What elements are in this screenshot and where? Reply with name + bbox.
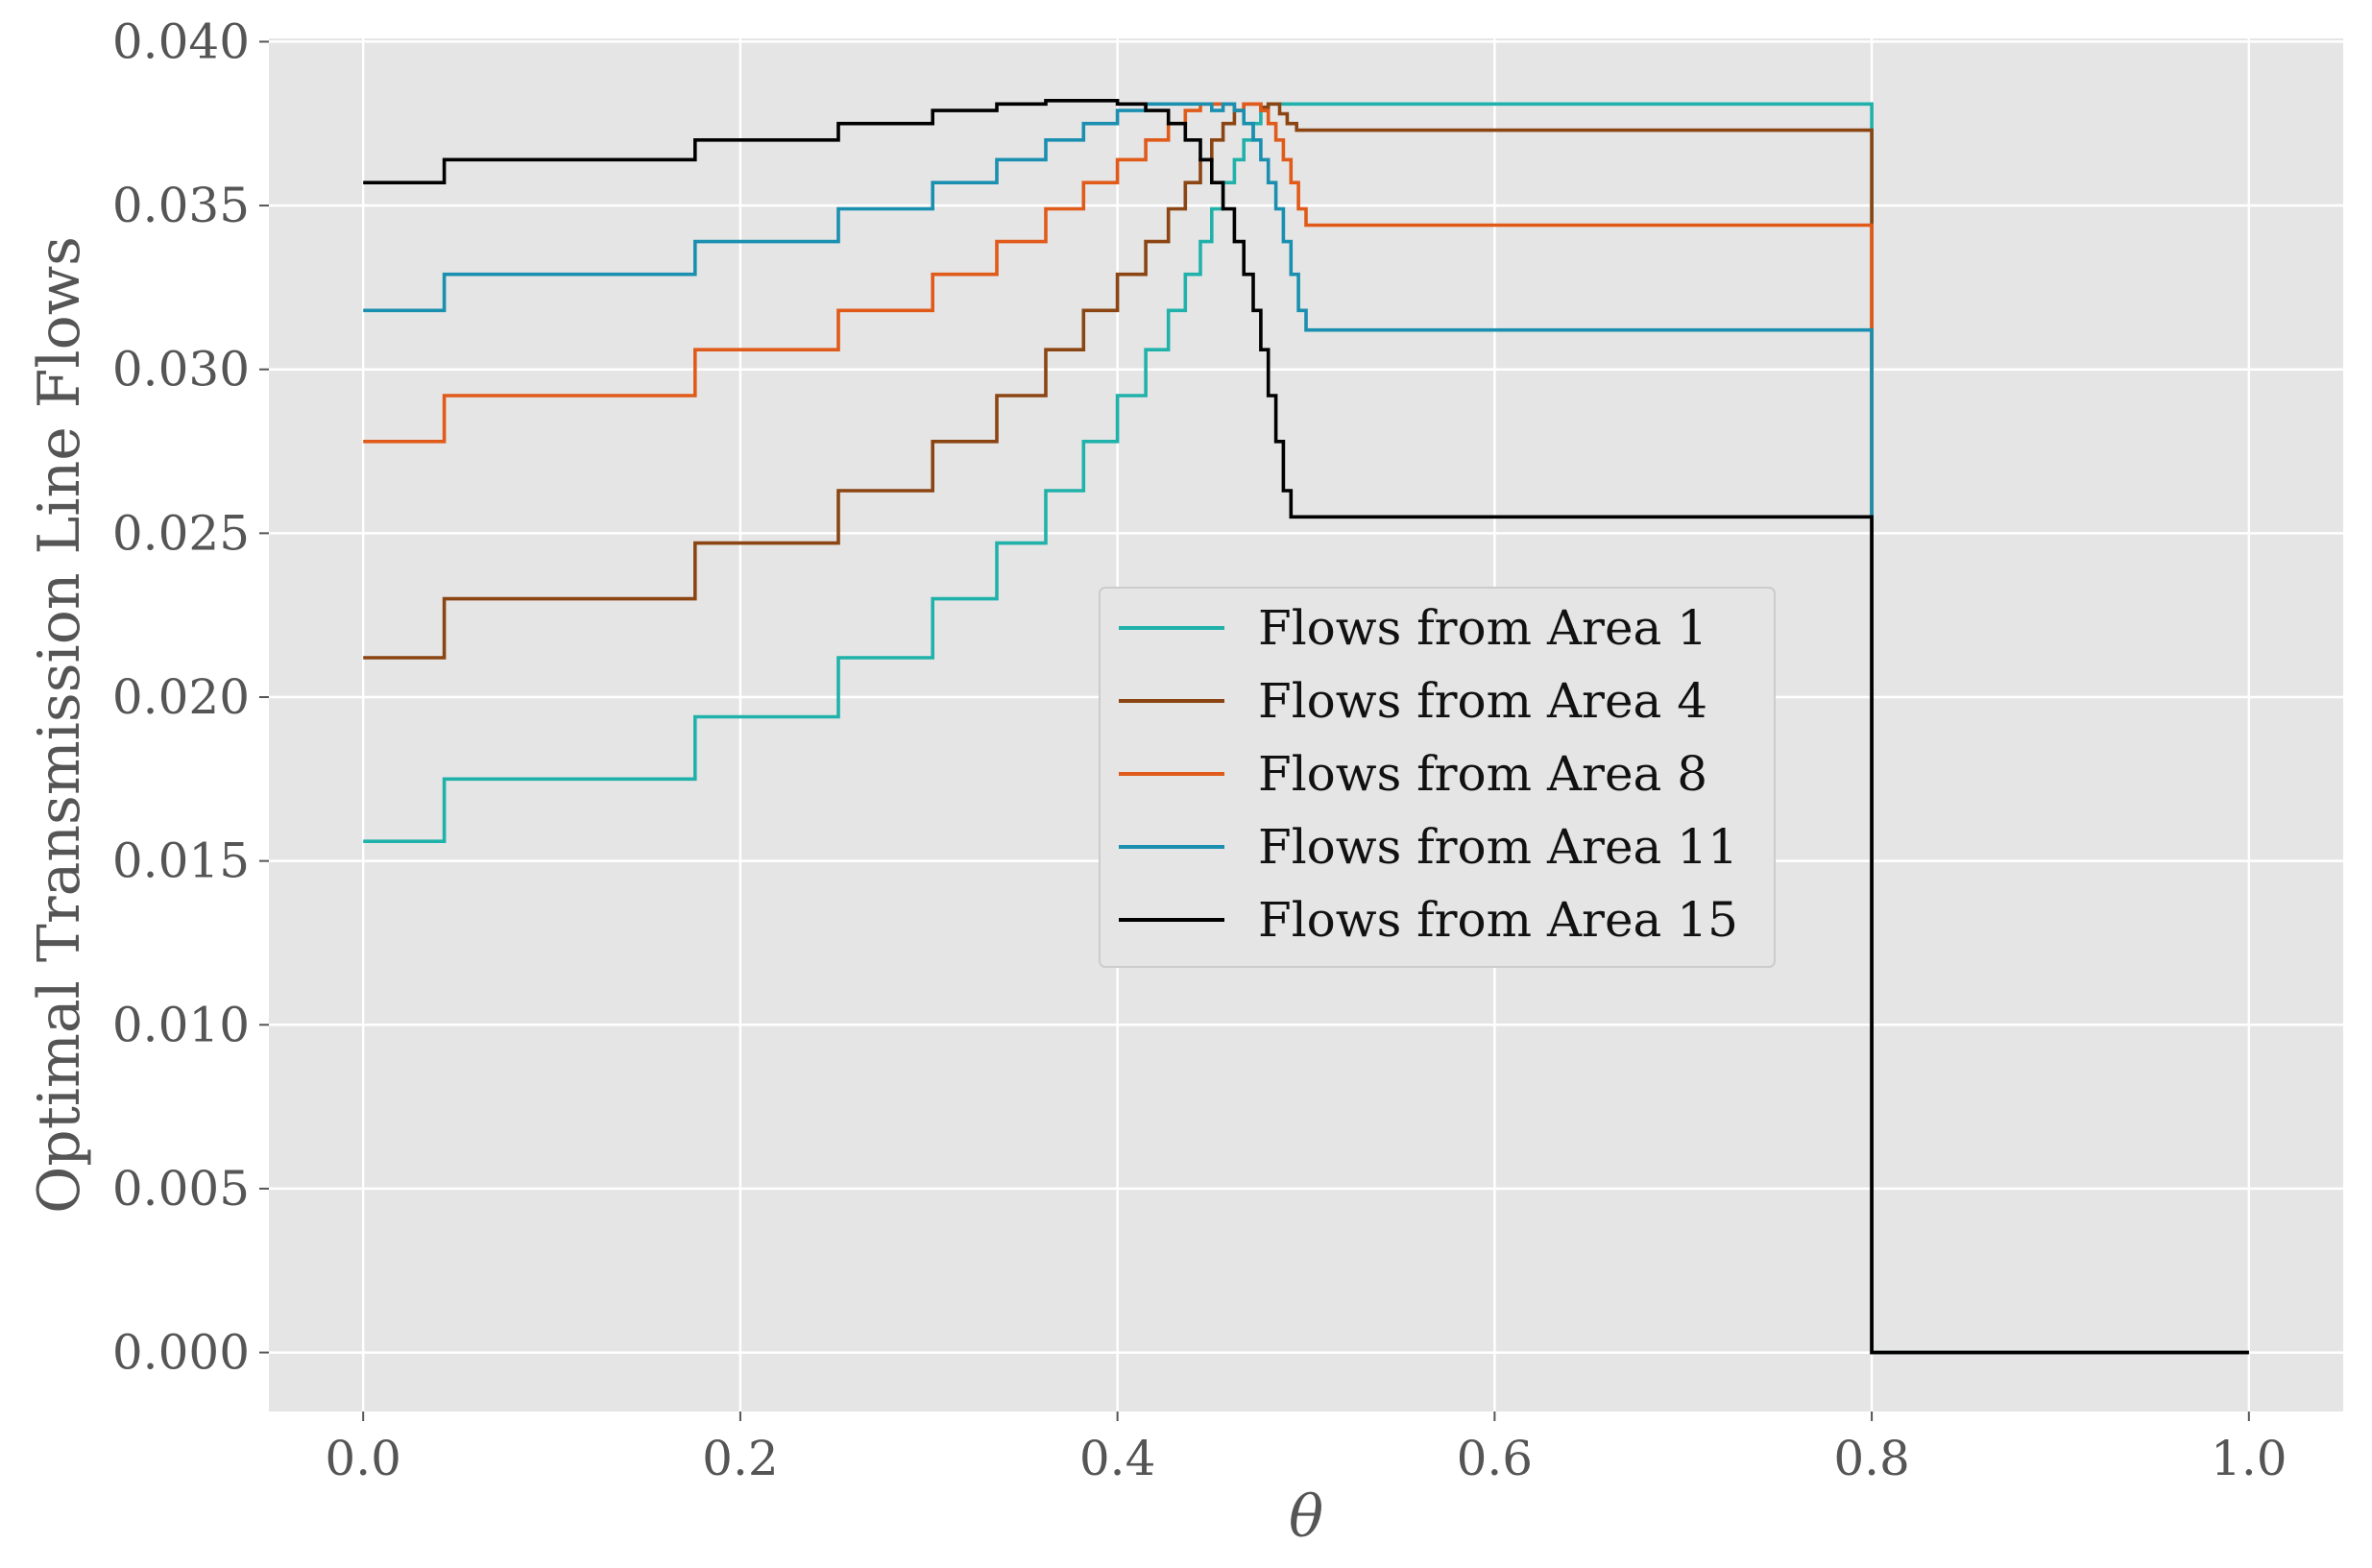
y-axis-title: Optimal Transmission Line Flows — [26, 236, 93, 1214]
y-tick-label: 0.010 — [112, 997, 250, 1052]
legend-label-5: Flows from Area 15 — [1258, 892, 1738, 948]
series-line-4 — [363, 102, 2249, 1355]
y-tick-label: 0.035 — [112, 178, 250, 233]
x-axis-title: θ — [1289, 1484, 1323, 1551]
y-tick-label: 0.015 — [112, 833, 250, 889]
y-tick-label: 0.005 — [112, 1161, 250, 1217]
legend: Flows from Area 1 Flows from Area 4 Flows … — [1099, 587, 1776, 968]
y-tick-label: 0.000 — [112, 1325, 250, 1381]
y-tick-label: 0.020 — [112, 669, 250, 725]
x-tick-label: 0.8 — [1833, 1431, 1910, 1486]
y-tick-label: 0.030 — [112, 342, 250, 398]
axis-ticks: 0.0 0.2 0.4 0.6 0.8 1.0 0.000 0.005 0.010 0.015 0.… — [112, 13, 2287, 1486]
series-line-2 — [363, 102, 2249, 1355]
x-tick-label: 0.2 — [702, 1431, 779, 1486]
series-lines — [363, 99, 2249, 1355]
x-tick-label: 0.4 — [1079, 1431, 1156, 1486]
x-tick-label: 1.0 — [2211, 1431, 2287, 1486]
legend-label-3: Flows from Area 8 — [1258, 746, 1707, 802]
legend-label-2: Flows from Area 4 — [1258, 673, 1707, 729]
x-tick-label: 0.6 — [1457, 1431, 1534, 1486]
series-line-3 — [363, 102, 2249, 1355]
legend-label-4: Flows from Area 11 — [1258, 819, 1738, 875]
legend-box — [1099, 587, 1776, 968]
y-tick-label: 0.040 — [112, 13, 250, 69]
y-tick-label: 0.025 — [112, 505, 250, 561]
series-line-5 — [363, 99, 2249, 1355]
legend-label-1: Flows from Area 1 — [1258, 600, 1707, 656]
x-tick-label: 0.0 — [325, 1431, 401, 1486]
